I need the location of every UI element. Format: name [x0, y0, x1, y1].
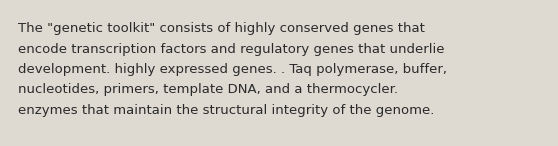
Text: nucleotides, primers, template DNA, and a thermocycler.: nucleotides, primers, template DNA, and …	[18, 84, 398, 97]
Text: enzymes that maintain the structural integrity of the genome.: enzymes that maintain the structural int…	[18, 104, 434, 117]
Text: encode transcription factors and regulatory genes that underlie: encode transcription factors and regulat…	[18, 42, 445, 55]
Text: development. highly expressed genes. . Taq polymerase, buffer,: development. highly expressed genes. . T…	[18, 63, 447, 76]
Text: The "genetic toolkit" consists of highly conserved genes that: The "genetic toolkit" consists of highly…	[18, 22, 425, 35]
